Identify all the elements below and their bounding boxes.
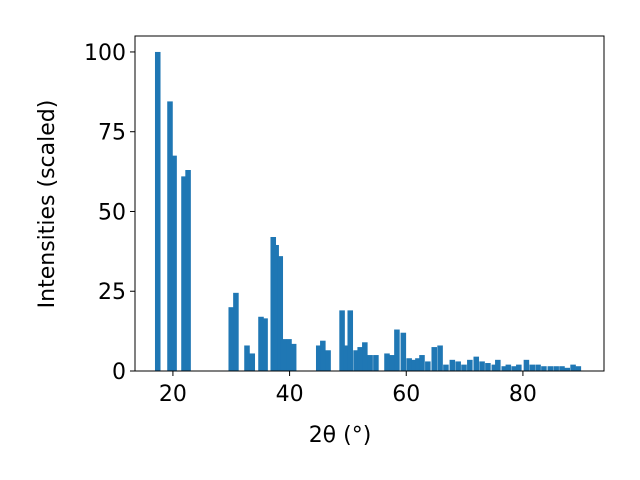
bar <box>347 310 354 371</box>
bar <box>406 358 412 371</box>
bar <box>286 339 292 371</box>
bar <box>491 364 498 371</box>
bar <box>570 364 576 371</box>
bar <box>411 359 417 371</box>
bar <box>228 307 235 371</box>
bar <box>547 366 554 371</box>
bar <box>262 318 268 371</box>
bar <box>516 364 522 371</box>
bar <box>233 292 239 371</box>
bar <box>171 155 177 371</box>
bar <box>575 366 582 371</box>
bar <box>449 359 456 371</box>
plot-frame <box>134 35 605 372</box>
bar <box>505 364 512 371</box>
x-axis-label: 2θ (°) <box>309 423 372 448</box>
y-tick-label: 0 <box>112 360 126 385</box>
bar <box>523 359 530 371</box>
bar <box>353 350 359 371</box>
bar <box>185 170 191 371</box>
bar <box>461 364 467 371</box>
y-tick-label: 25 <box>98 280 126 305</box>
bar <box>425 361 431 371</box>
bar <box>290 343 297 371</box>
bar <box>400 332 407 371</box>
x-tick-label: 80 <box>509 382 537 407</box>
x-tick-label: 20 <box>159 382 187 407</box>
bar <box>373 355 379 371</box>
bar <box>541 366 547 371</box>
bar <box>437 345 443 371</box>
y-tick-label: 50 <box>98 200 126 225</box>
x-tick-label: 40 <box>276 382 304 407</box>
bar <box>529 364 536 371</box>
bar <box>258 316 264 371</box>
bar <box>419 355 425 371</box>
bar <box>277 256 284 371</box>
bar <box>384 353 390 371</box>
bar <box>485 363 491 371</box>
bar <box>357 347 363 371</box>
bar <box>367 355 373 371</box>
y-axis-label: Intensities (scaled) <box>35 100 60 309</box>
bar <box>431 347 438 371</box>
bar <box>564 367 571 371</box>
bar <box>270 237 277 371</box>
x-tick-label: 60 <box>392 382 420 407</box>
bar <box>273 244 279 371</box>
bar <box>249 353 256 371</box>
bar <box>325 350 331 371</box>
bar <box>495 359 501 371</box>
bar <box>389 355 396 371</box>
bar <box>244 345 250 371</box>
bar <box>320 340 326 371</box>
bar <box>455 361 461 371</box>
bar <box>280 339 287 371</box>
bar <box>315 345 322 371</box>
bar <box>343 345 349 371</box>
bar <box>154 51 161 371</box>
bar <box>339 310 345 371</box>
y-tick-label: 100 <box>84 41 126 66</box>
bar <box>362 342 368 371</box>
bar <box>394 329 400 371</box>
bar <box>181 176 187 371</box>
bar <box>535 364 541 371</box>
bar <box>443 364 449 371</box>
bar <box>473 356 480 371</box>
bar <box>553 366 559 371</box>
bar <box>511 366 517 371</box>
bar <box>167 101 173 372</box>
bar <box>559 366 565 371</box>
bar <box>415 358 421 371</box>
bar <box>479 361 485 371</box>
bar <box>501 366 508 371</box>
bar <box>467 359 473 371</box>
y-tick-label: 75 <box>98 121 126 146</box>
